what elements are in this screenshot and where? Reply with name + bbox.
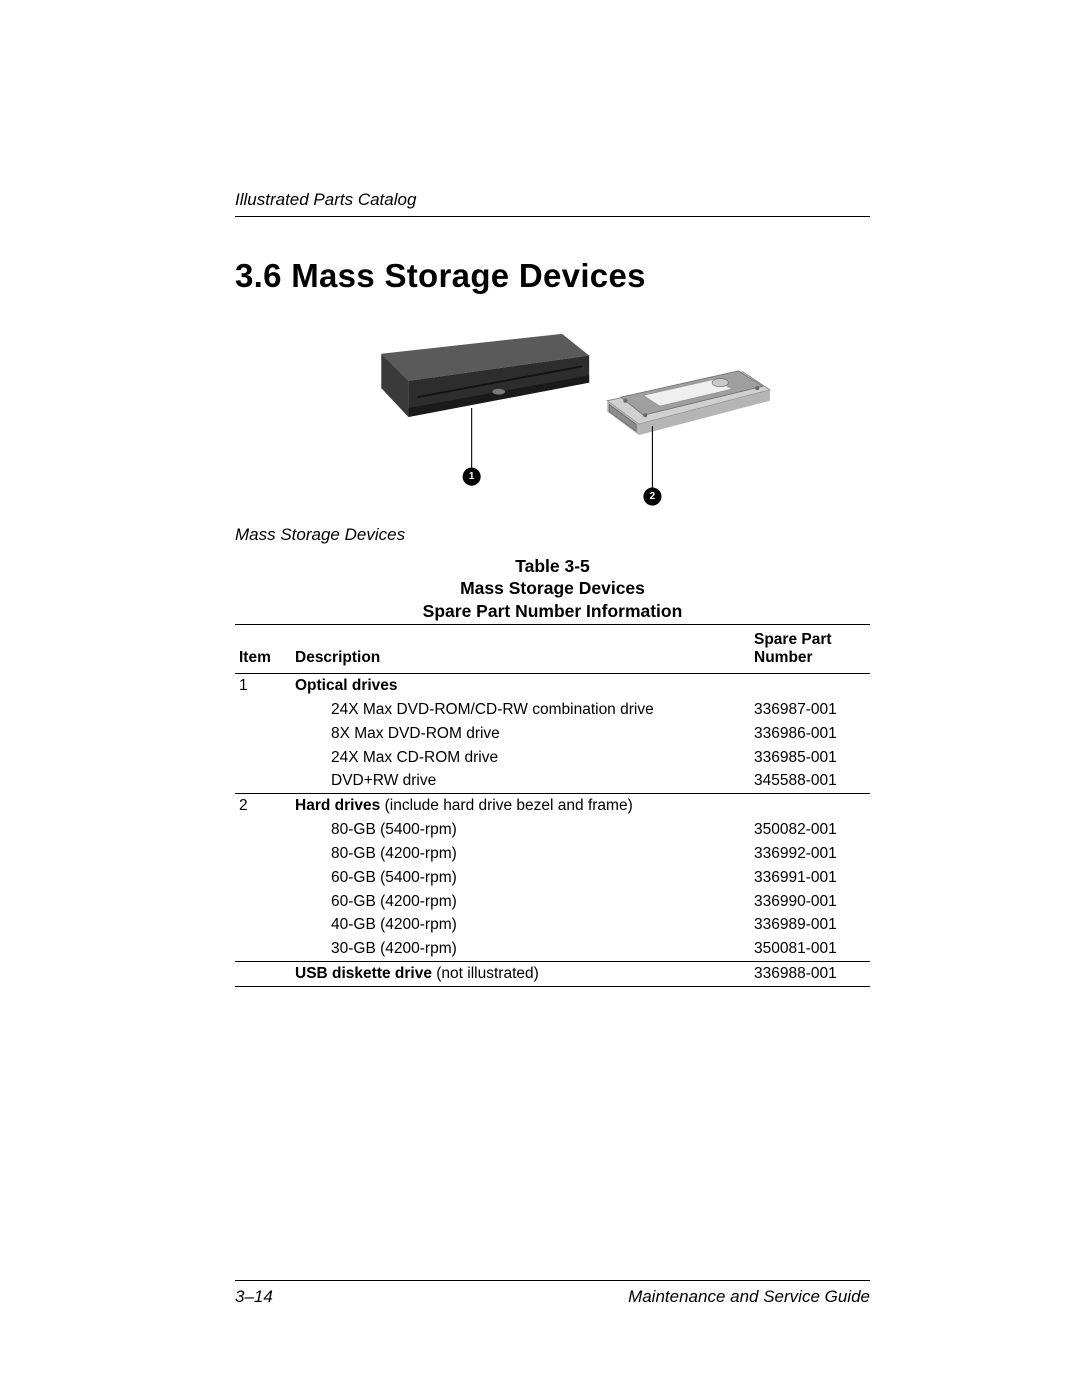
table-sub2: Spare Part Number Information xyxy=(235,600,870,622)
figure-caption: Mass Storage Devices xyxy=(235,525,870,545)
table-name: Table 3-5 xyxy=(235,555,870,577)
extra-part: 336988-001 xyxy=(750,962,870,987)
row-part: 336985-001 xyxy=(750,746,870,770)
row-desc: 24X Max CD-ROM drive xyxy=(295,748,746,768)
footer-page-number: 3–14 xyxy=(235,1287,273,1307)
row-desc: 8X Max DVD-ROM drive xyxy=(295,724,746,744)
row-desc: 60-GB (5400-rpm) xyxy=(295,868,746,888)
group-label-bold: Hard drives xyxy=(295,797,380,814)
page-footer: 3–14 Maintenance and Service Guide xyxy=(235,1280,870,1307)
table-sub1: Mass Storage Devices xyxy=(235,577,870,599)
row-desc: 80-GB (4200-rpm) xyxy=(295,844,746,864)
row-part: 336986-001 xyxy=(750,722,870,746)
col-item: Item xyxy=(235,625,291,674)
group-label-rest: (include hard drive bezel and frame) xyxy=(380,797,632,814)
item-cell: 2 xyxy=(235,794,291,818)
row-desc: 40-GB (4200-rpm) xyxy=(295,915,746,935)
row-part: 336991-001 xyxy=(750,866,870,890)
page: Illustrated Parts Catalog 3.6 Mass Stora… xyxy=(0,0,1080,1397)
row-desc: DVD+RW drive xyxy=(295,771,746,791)
row-part: 336990-001 xyxy=(750,890,870,914)
col-spare-part: Spare Part Number xyxy=(750,625,870,674)
storage-devices-illustration: 1 2 xyxy=(318,317,788,517)
table-title: Table 3-5 Mass Storage Devices Spare Par… xyxy=(235,555,870,622)
page-header: Illustrated Parts Catalog xyxy=(235,190,870,217)
extra-label-bold: USB diskette drive xyxy=(295,965,432,982)
row-desc: 60-GB (4200-rpm) xyxy=(295,892,746,912)
figure-mass-storage: 1 2 xyxy=(235,317,870,517)
row-desc: 24X Max DVD-ROM/CD-RW combination drive xyxy=(295,700,746,720)
row-part: 336989-001 xyxy=(750,913,870,937)
footer-doc-title: Maintenance and Service Guide xyxy=(628,1287,870,1307)
extra-label: USB diskette drive (not illustrated) xyxy=(291,962,750,987)
hard-drive-icon xyxy=(607,371,770,435)
optical-drive-icon xyxy=(381,334,589,417)
col-part-l2: Number xyxy=(754,649,813,666)
row-desc: 80-GB (5400-rpm) xyxy=(295,820,746,840)
row-part: 350081-001 xyxy=(750,937,870,961)
extra-label-rest: (not illustrated) xyxy=(432,965,539,982)
col-description: Description xyxy=(291,625,750,674)
col-part-l1: Spare Part xyxy=(754,631,832,648)
row-desc: 30-GB (4200-rpm) xyxy=(295,939,746,959)
item-cell: 1 xyxy=(235,674,291,698)
parts-table: Item Description Spare Part Number 1 Opt… xyxy=(235,624,870,987)
row-part: 345588-001 xyxy=(750,769,870,793)
group-label: Hard drives (include hard drive bezel an… xyxy=(291,794,750,818)
row-part: 336987-001 xyxy=(750,698,870,722)
figure-callout-1: 1 xyxy=(468,471,474,482)
group-label-bold: Optical drives xyxy=(295,677,398,694)
group-label: Optical drives xyxy=(291,674,750,698)
row-part: 350082-001 xyxy=(750,818,870,842)
row-part: 336992-001 xyxy=(750,842,870,866)
figure-callout-2: 2 xyxy=(649,491,655,502)
section-heading: 3.6 Mass Storage Devices xyxy=(235,257,870,295)
